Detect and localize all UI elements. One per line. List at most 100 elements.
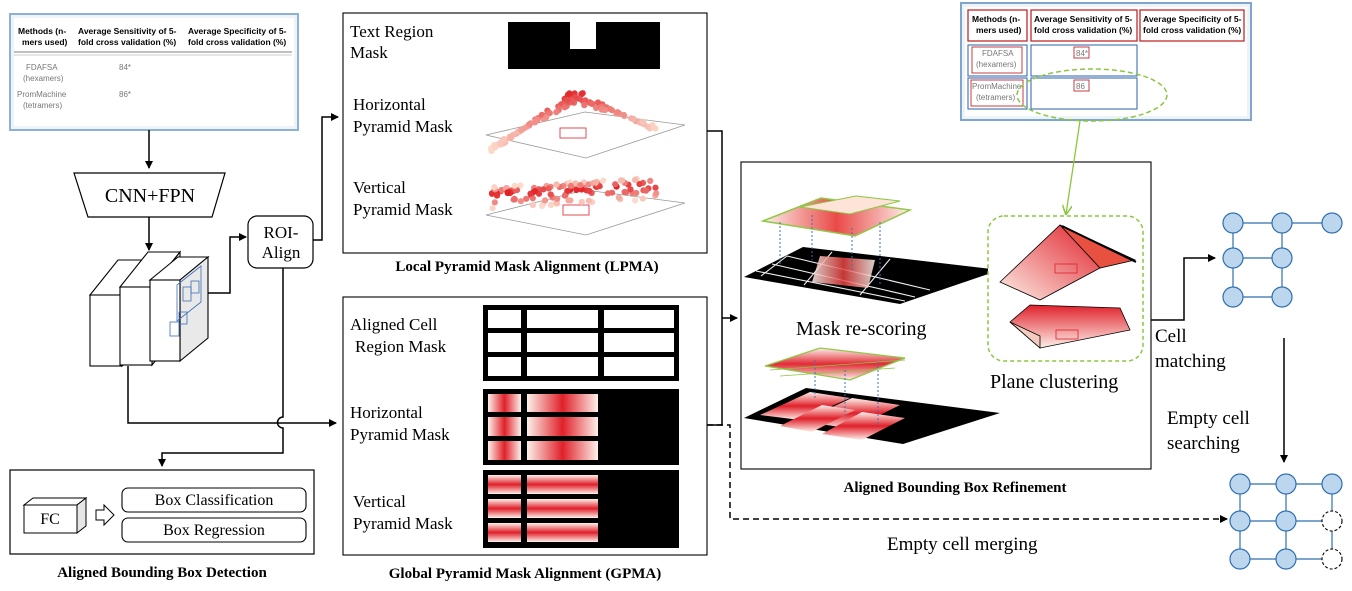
mask-point (642, 187, 650, 194)
input-cell-sensitivity-2: 86* (119, 90, 131, 99)
mask-point (619, 177, 626, 184)
mask-point (639, 118, 647, 125)
arrow-table-to-clustering (1066, 120, 1081, 214)
input-header-sensitivity: Average Sensitivity of 5-fold cross vali… (78, 26, 177, 47)
input-header-specificity: Average Specificity of 5-fold cross vali… (188, 26, 287, 47)
mask-point (564, 97, 571, 104)
output-cell-sensitivity-1: 84* (1076, 49, 1088, 58)
input-cell-method-2: PromMachine (tetramers) (17, 90, 67, 110)
mask-point (621, 188, 628, 196)
mask-point (652, 184, 659, 191)
mask-point (511, 195, 518, 202)
mask-point (532, 188, 539, 195)
mask-point (631, 176, 639, 183)
mask-point (632, 197, 639, 204)
mask-point (543, 114, 550, 121)
plane-clustering-roof (999, 224, 1137, 301)
fc-label: FC (40, 511, 60, 528)
mask-point (593, 104, 600, 112)
mask-point (586, 187, 593, 195)
roi-align-block: ROI-Align (247, 215, 314, 269)
mask-point (547, 191, 554, 198)
mask-point (491, 184, 498, 191)
mask-point (627, 186, 634, 193)
refinement-title: Aligned Bounding Box Refinement (844, 480, 1067, 496)
mask-point (529, 195, 536, 202)
lpma-vertical-label: Vertical Pyramid Mask (353, 178, 453, 219)
mask-point (504, 189, 511, 197)
mask-point (511, 182, 518, 189)
roi-align-label: ROI-Align (262, 223, 301, 262)
mask-point (608, 189, 616, 196)
arrow-features-to-gpma (127, 366, 337, 427)
mask-point (647, 177, 654, 184)
mask-point (489, 205, 496, 212)
mask-point (497, 141, 504, 148)
connector-lpma-gpma (707, 130, 723, 426)
mask-point (573, 186, 580, 194)
gpma-box: Aligned Cell Region Mask Horizontal Pyrami… (342, 296, 708, 556)
mask-point (653, 190, 660, 197)
mask-point (636, 181, 643, 188)
mask-point (594, 99, 602, 106)
mask-point (561, 192, 569, 199)
mask-point (540, 186, 547, 193)
box-classification-label: Box Classification (155, 492, 274, 509)
gpma-cell-region-label: Aligned Cell Region Mask (350, 315, 447, 356)
mask-point (493, 192, 501, 199)
mask-point (564, 188, 571, 195)
lpma-title: Local Pyramid Mask Alignment (LPMA) (395, 259, 658, 275)
input-table-image: Methods (n-mers used) Average Sensitivit… (9, 13, 299, 131)
mask-point (612, 181, 619, 188)
arrow-empty-cell-merging (707, 424, 1228, 523)
mask-point (554, 195, 561, 202)
mask-point (633, 189, 640, 197)
lpma-horizontal-plot (485, 90, 686, 159)
lpma-text-region-label: Text Region Mask (350, 22, 434, 62)
gpma-horizontal-label: Horizontal Pyramid Mask (350, 403, 450, 444)
mask-point (614, 109, 621, 116)
mask-point (585, 197, 593, 204)
mask-point (608, 107, 616, 114)
mask-point (527, 190, 534, 197)
output-header-methods: Methods (n-mers used) (972, 14, 1022, 35)
mask-point (542, 197, 549, 204)
mask-point (532, 118, 539, 125)
mask-point (529, 202, 537, 209)
output-cell-method-1: FDAFSA (hexamers) (976, 49, 1017, 69)
mask-point (517, 182, 524, 189)
lpma-box: Text Region Mask Horizontal Pyramid Mask V… (342, 12, 708, 254)
arrow-roi-to-detection (158, 268, 284, 467)
rescoring-bottom-stack (744, 347, 1000, 444)
mask-point (518, 127, 525, 134)
mask-point (602, 107, 609, 114)
plane-clustering-prism (1009, 304, 1131, 349)
detection-title: Aligned Bounding Box Detection (57, 565, 267, 581)
gpma-title: Global Pyramid Mask Alignment (GPMA) (389, 566, 662, 582)
mask-point (620, 111, 627, 119)
mask-rescoring-label: Mask re-scoring (796, 318, 927, 340)
mask-point (491, 199, 498, 206)
mask-point (553, 109, 560, 116)
mask-point (501, 136, 508, 143)
mask-point (579, 90, 586, 97)
gpma-horizontal-mask (483, 389, 679, 465)
completed-graph (1229, 473, 1343, 570)
mask-point (539, 202, 546, 210)
output-cell-method-2: PromMachine (tetramers) (972, 82, 1022, 102)
output-header-specificity: Average Specificity of 5-fold cross vali… (1143, 14, 1242, 35)
mask-point (588, 100, 596, 107)
empty-cell-searching-label: Empty cell searching (1167, 408, 1250, 454)
mask-point (567, 182, 575, 189)
arrow-features-to-roi (208, 233, 247, 294)
plane-clustering-label: Plane clustering (990, 371, 1118, 393)
mask-point (526, 121, 533, 128)
mask-point (561, 104, 568, 111)
mask-point (553, 181, 560, 188)
gpma-vertical-label: Vertical Pyramid Mask (353, 492, 453, 533)
mask-point (566, 90, 573, 97)
lpma-vertical-plot (485, 175, 686, 236)
mask-point (615, 194, 623, 201)
mask-point (592, 179, 600, 186)
